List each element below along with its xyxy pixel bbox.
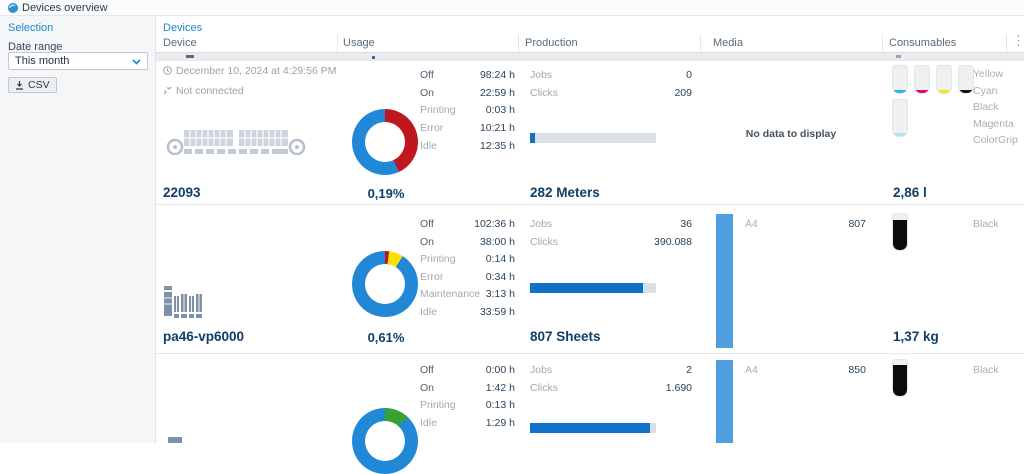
date-range-select[interactable]: This month (8, 52, 148, 70)
consumable-label: Yellow (973, 68, 1003, 80)
chevron-down-icon (132, 59, 141, 65)
usage-stat: Off 0:00 h (420, 364, 515, 376)
column-header-consumables: Consumables (889, 37, 957, 49)
ink-tank (892, 65, 908, 94)
usage-donut-chart (352, 408, 418, 474)
scrolled-row-sliver (156, 53, 1024, 61)
ink-tank (892, 213, 908, 251)
disconnected-icon (163, 86, 172, 95)
download-icon (16, 80, 23, 90)
usage-stat: On 22:59 h (420, 87, 515, 99)
usage-stat: Off 102:36 h (420, 218, 515, 230)
usage-stat: Printing 0:03 h (420, 104, 515, 116)
selection-title: Selection (8, 22, 54, 34)
header-divider (156, 52, 1024, 53)
date-range-value: This month (15, 55, 70, 67)
clock-icon (163, 66, 172, 75)
column-divider (882, 34, 883, 52)
production-total: 807 Sheets (530, 329, 601, 344)
production-jobs: Jobs 2 (530, 364, 692, 376)
app-header: Devices overview (0, 0, 1024, 16)
usage-percent: 0,19% (367, 186, 405, 201)
usage-donut-chart (352, 251, 418, 317)
usage-stat: Idle 12:35 h (420, 140, 515, 152)
column-divider (518, 34, 519, 52)
column-divider (700, 34, 701, 52)
ink-tank (914, 65, 930, 94)
production-clicks: Clicks 1.690 (530, 382, 692, 394)
usage-stat: Error 0:34 h (420, 271, 515, 283)
usage-donut-chart (352, 109, 418, 175)
consumable-label: Magenta (973, 118, 1014, 130)
production-jobs: Jobs 0 (530, 69, 692, 81)
production-total: 282 Meters (530, 185, 600, 200)
media-bar-chart (716, 360, 733, 443)
ink-tank (958, 65, 974, 94)
consumable-label: ColorGrip (973, 134, 1018, 146)
device-name: pa46-vp6000 (163, 329, 245, 344)
consumable-label: Cyan (973, 85, 998, 97)
usage-stat: Printing 0:13 h (420, 399, 515, 411)
ink-tank (936, 65, 952, 94)
usage-stat: Idle 1:29 h (420, 417, 515, 429)
consumable-label: Black (973, 364, 999, 376)
devices-panel-title: Devices (163, 22, 203, 34)
column-header-usage: Usage (343, 37, 375, 49)
last-seen-timestamp: December 10, 2024 at 4:29:56 PM (176, 65, 337, 77)
column-header-device: Device (163, 37, 197, 49)
consumables-total: 1,37 kg (893, 329, 939, 344)
page-title: Devices overview (22, 2, 108, 14)
usage-stat: On 38:00 h (420, 236, 515, 248)
usage-stat: Off 98:24 h (420, 69, 515, 81)
app-icon (8, 3, 18, 13)
column-divider (1006, 34, 1007, 52)
csv-button-label: CSV (28, 79, 50, 91)
media-bar-chart (716, 214, 733, 348)
production-clicks: Clicks 390.088 (530, 236, 692, 248)
press-device-icon (166, 130, 306, 156)
media-format: A4 807 (745, 218, 866, 230)
production-progress-bar (530, 133, 656, 143)
usage-stat: Maintenance 3:13 h (420, 288, 515, 300)
device-icon-partial (168, 437, 182, 443)
column-divider (337, 34, 338, 52)
connection-status: Not connected (176, 85, 244, 97)
date-range-label: Date range (8, 41, 63, 53)
usage-percent: 0,61% (367, 330, 405, 345)
usage-stat: On 1:42 h (420, 382, 515, 394)
ink-tank (892, 99, 908, 137)
consumable-label: Black (973, 101, 999, 113)
consumable-label: Black (973, 218, 999, 230)
row-divider (156, 204, 1024, 205)
production-progress-bar (530, 283, 656, 293)
column-header-production: Production (525, 37, 578, 49)
media-format: A4 850 (745, 364, 866, 376)
media-empty-message: No data to display (745, 128, 837, 140)
production-jobs: Jobs 36 (530, 218, 692, 230)
device-name: 22093 (163, 185, 201, 200)
usage-stat: Printing 0:14 h (420, 253, 515, 265)
production-printer-icon (164, 286, 202, 318)
csv-export-button[interactable]: CSV (8, 77, 57, 93)
row-divider (156, 353, 1024, 354)
more-options-icon[interactable]: ⋮ (1012, 33, 1024, 48)
usage-stat: Idle 33:59 h (420, 306, 515, 318)
production-clicks: Clicks 209 (530, 87, 692, 99)
consumables-total: 2,86 l (893, 185, 927, 200)
usage-stat: Error 10:21 h (420, 122, 515, 134)
column-header-media: Media (713, 37, 743, 49)
ink-tank (892, 359, 908, 397)
production-progress-bar (530, 423, 656, 433)
